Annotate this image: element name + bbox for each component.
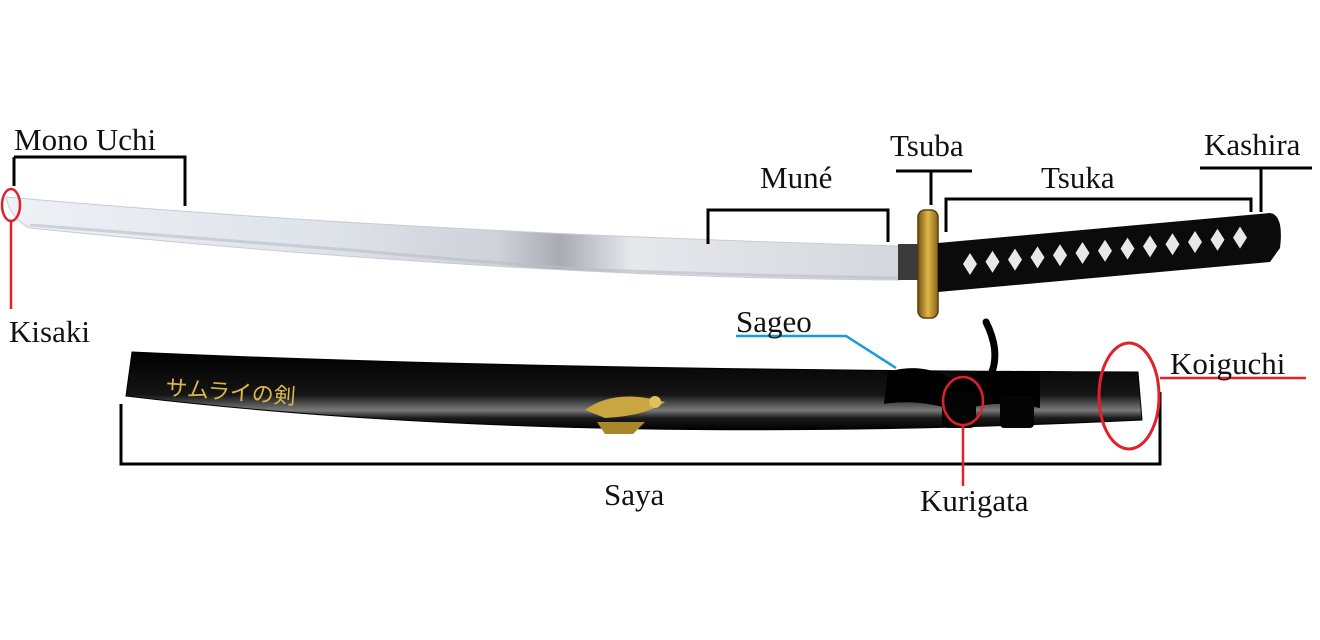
- wrap-diamond: [1120, 237, 1135, 260]
- label-tsuka: Tsuka: [1041, 160, 1115, 195]
- wrap-diamond: [1008, 248, 1022, 271]
- tsuka-wrap-diamonds: [963, 226, 1247, 275]
- label-tsuba: Tsuba: [890, 128, 964, 163]
- label-kurigata: Kurigata: [920, 483, 1029, 518]
- scabbard-emblem: [585, 396, 665, 434]
- saya-scabbard: サムライの剣: [125, 351, 1143, 434]
- mune-bracket: [706, 208, 890, 244]
- label-kashira: Kashira: [1204, 127, 1301, 162]
- wrap-diamond: [1188, 231, 1202, 253]
- tsuba-pointer: [896, 169, 972, 205]
- saya-bracket: [119, 392, 1162, 466]
- tsuka-bracket: [944, 197, 1253, 232]
- wrap-diamond: [1075, 242, 1090, 264]
- wrap-diamond: [1210, 228, 1225, 251]
- tsuka-handle: [938, 213, 1281, 292]
- wrap-diamond: [985, 250, 1000, 273]
- sageo-marker-line: [736, 334, 897, 370]
- wrap-diamond: [1030, 246, 1045, 269]
- label-mono-uchi: Mono Uchi: [14, 122, 156, 157]
- label-mune: Muné: [760, 160, 832, 195]
- wrap-diamond: [1143, 235, 1157, 258]
- wrap-diamond: [963, 253, 977, 275]
- hamon-line: [29, 223, 901, 280]
- wrap-diamond: [1165, 233, 1180, 256]
- mono-uchi-bracket: [12, 155, 187, 206]
- wrap-diamond: [1098, 239, 1112, 262]
- blade-body: [5, 196, 901, 281]
- habaki: [898, 244, 920, 280]
- tsuba-guard: [917, 209, 939, 319]
- wrap-diamond: [1233, 226, 1247, 249]
- koiguchi-marker-circle: [1097, 341, 1161, 451]
- label-saya: Saya: [604, 477, 665, 512]
- blade: [5, 196, 920, 281]
- label-kisaki: Kisaki: [9, 314, 90, 349]
- label-koiguchi: Koiguchi: [1170, 346, 1286, 381]
- label-sageo: Sageo: [736, 304, 812, 339]
- wrap-diamond: [1053, 244, 1067, 267]
- kashira-pointer: [1200, 166, 1312, 212]
